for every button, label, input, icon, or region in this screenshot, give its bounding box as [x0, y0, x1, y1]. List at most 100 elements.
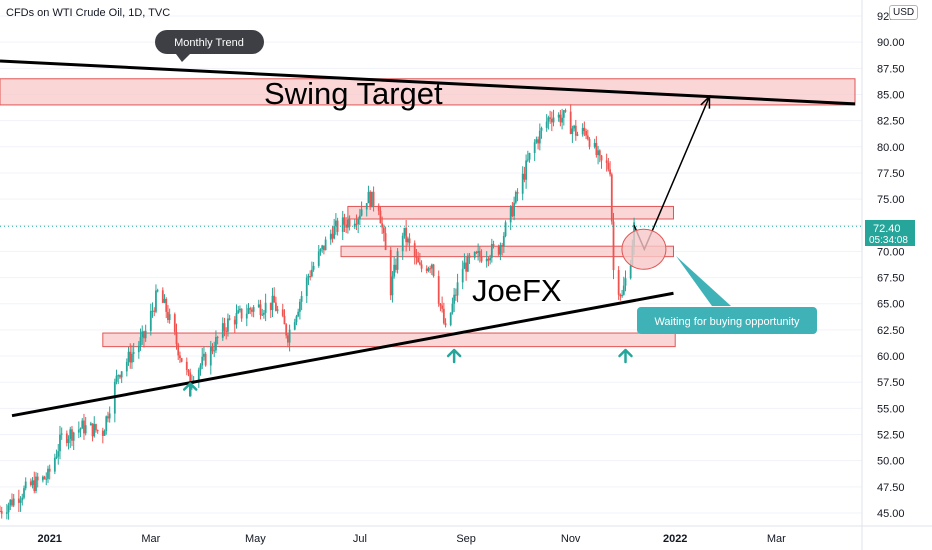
zone-rect[interactable] [340, 245, 674, 258]
candle-body [360, 209, 363, 216]
time-tick-label: Nov [561, 533, 581, 545]
candle-body [329, 233, 332, 240]
candle-body [228, 318, 231, 320]
candle-body [285, 324, 288, 336]
candle-body [309, 276, 312, 278]
price-tick-label: 90.00 [877, 37, 905, 49]
up-arrow-marker[interactable] [182, 382, 198, 397]
candle-body [348, 219, 351, 227]
price-tick-label: 55.00 [877, 403, 905, 415]
candle-body [444, 323, 447, 326]
candle-body [295, 316, 298, 323]
candle-body [237, 310, 240, 314]
candle-body [609, 169, 611, 175]
candle-body [252, 307, 255, 312]
candle-body [454, 294, 457, 296]
candle-body [430, 264, 433, 269]
candle-body [225, 330, 228, 332]
candle-body [257, 304, 260, 308]
time-tick-label: Mar [141, 533, 160, 545]
candle-body [9, 499, 12, 506]
price-tick-label: 77.50 [877, 168, 905, 180]
time-tick-label: May [245, 533, 266, 545]
candle-body [47, 468, 49, 479]
candle-body [600, 155, 603, 161]
price-axis[interactable]: 45.00 47.50 50.00 52.50 55.00 57.50 60.00 62.50… [877, 11, 905, 520]
candle-body [394, 264, 397, 270]
candle-body [321, 245, 324, 250]
candle-body [107, 416, 109, 419]
candle-body [425, 268, 428, 271]
candle-body [249, 308, 252, 310]
candle-body [370, 191, 373, 208]
candle-body [0, 511, 3, 514]
candle-body [528, 152, 531, 160]
up-arrow-marker[interactable] [446, 348, 462, 364]
candle-body [11, 499, 13, 506]
time-axis[interactable]: 2021 Mar May Jul Sep Nov 2022 Mar [37, 533, 786, 545]
candle-body [263, 312, 265, 315]
candle-body [0, 510, 1, 512]
candle-body [251, 309, 253, 312]
candle-body [389, 249, 392, 296]
candle-body [439, 303, 442, 306]
candle-body [487, 258, 490, 261]
candle-body [221, 323, 224, 338]
candle-body [588, 139, 591, 147]
candle-body [81, 420, 84, 429]
candle-body [545, 121, 548, 128]
highlight-circle[interactable] [621, 228, 667, 270]
candle-body [115, 375, 118, 382]
candle-body [511, 205, 514, 217]
candle-body [129, 351, 132, 363]
candle-body [504, 222, 507, 236]
candle-body [305, 277, 308, 297]
candle-body [177, 344, 180, 356]
candle-body [437, 276, 440, 304]
candle-body [540, 127, 543, 131]
candle-body [499, 245, 502, 255]
time-tick-label: Sep [456, 533, 476, 545]
candle-body [336, 220, 339, 232]
candle-body [513, 202, 516, 217]
candle-body [165, 298, 168, 312]
candle-body [215, 337, 217, 351]
trendline[interactable] [11, 291, 674, 418]
candle-body [259, 304, 262, 316]
price-tick-label: 85.00 [877, 89, 905, 101]
candle-body [393, 264, 396, 277]
candle-body [53, 457, 56, 472]
candle-body [586, 135, 589, 140]
buying-opportunity-callout[interactable]: Waiting for buying opportunity [637, 256, 817, 334]
candle-body [144, 330, 147, 339]
candle-body [379, 210, 382, 224]
candle-body [297, 311, 300, 317]
candle-body [161, 290, 164, 303]
monthly-trend-callout[interactable]: Monthly Trend [155, 30, 264, 62]
candle-body [29, 481, 32, 486]
candle-body [168, 314, 171, 320]
up-arrow-marker[interactable] [618, 348, 633, 364]
candle-body [173, 314, 176, 332]
candle-body [562, 110, 565, 118]
candle-body [466, 255, 469, 272]
candle-body [415, 256, 418, 258]
candle-body [95, 424, 97, 431]
candle-body [7, 505, 10, 513]
candle-body [622, 285, 625, 295]
candle-body [269, 302, 272, 311]
candle-body [571, 128, 574, 134]
candle-body [357, 219, 360, 225]
candle-body [406, 238, 409, 243]
candle-body [12, 498, 15, 506]
candle-body [91, 423, 94, 437]
candle-body [31, 480, 34, 486]
candle-body [223, 323, 226, 331]
trendline[interactable] [0, 59, 856, 106]
candle-body [514, 192, 517, 203]
candle-body [17, 498, 20, 503]
candle-body [300, 296, 303, 302]
candle-body [317, 251, 320, 266]
currency-button[interactable]: USD [889, 5, 919, 20]
